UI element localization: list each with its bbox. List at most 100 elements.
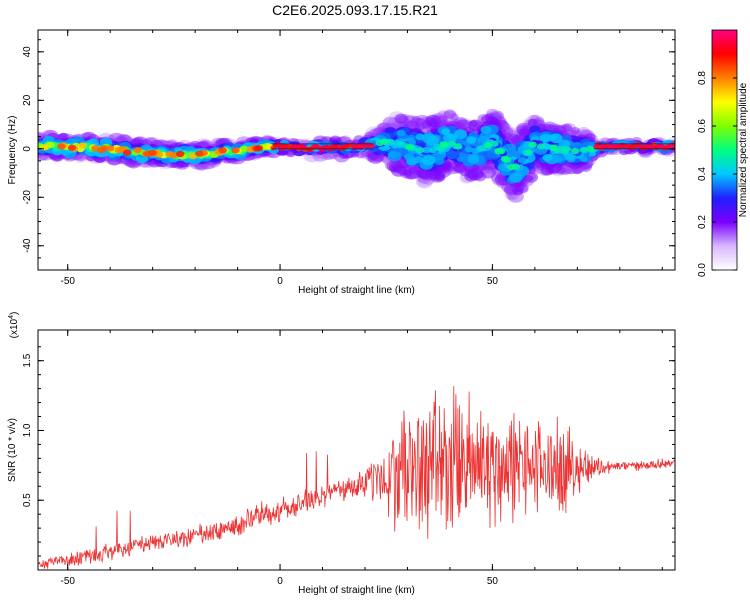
y-tick-label: 1.0 [22,423,33,437]
y-tick-label: 0.5 [22,493,33,507]
heatmap-cell [357,145,364,151]
heatmap-cell [494,148,503,155]
heatmap-cell [78,142,87,149]
heatmap-cell [549,144,559,151]
heatmap-cell [464,171,479,182]
colorbar-label: Normalized spectral amplitude [738,82,749,217]
heatmap-cell [480,125,492,135]
heatmap-cell [310,144,318,150]
heatmap-cell [539,133,552,143]
y-scale-factor: (x104) [8,312,20,339]
colorbar [712,30,737,270]
heatmap-cell [443,109,456,119]
heatmap-cell [439,141,448,148]
x-tick-label: 0 [277,576,283,587]
heatmap-cell [537,143,546,150]
y-axis-label: SNR (10 * v/v) [7,418,18,482]
heatmap-cell [386,138,395,145]
heatmap-cell [254,145,263,152]
heatmap-cell [317,145,324,151]
heatmap-cell [176,150,185,158]
heatmap-cell [659,144,666,150]
heatmap-cell [363,142,371,148]
heatmap-cell [490,140,499,147]
heatmap-cell [306,147,313,152]
heatmap-cell [570,127,580,135]
heatmap-cell [123,149,132,156]
heatmap-cell [593,144,600,150]
heatmap-cell [402,169,413,177]
heatmap-cell [637,144,645,150]
y-tick-label: 40 [22,46,33,58]
colorbar-tick-label: 0.4 [697,167,708,181]
heatmap-cell [91,145,100,152]
x-axis-label: Height of straight line (km) [298,285,415,296]
heatmap-cell [67,144,77,151]
heatmap-cell [542,154,553,162]
heatmap-cell [509,172,523,183]
heatmap-cell [396,140,406,148]
y-tick-label: 0 [22,146,33,152]
x-tick-label: 50 [487,276,499,287]
heatmap-cell [446,150,458,160]
heatmap-cell [483,142,493,149]
chart-title: C2E6.2025.093.17.15.R21 [272,2,438,18]
heatmap-cell [387,151,398,159]
heatmap-cell [416,147,425,154]
heatmap-cell [620,144,628,150]
colorbar-tick-label: 0.2 [697,215,708,229]
heatmap-cell [477,145,486,152]
heatmap-cell [40,144,49,151]
heatmap-cell [512,187,524,196]
heatmap-cell [456,156,465,163]
y-tick-label: -20 [22,190,33,205]
heatmap-cell [231,147,240,154]
x-tick-label: 50 [487,576,499,587]
heatmap-cell [396,129,406,137]
y-axis-label: Frequency (Hz) [7,116,18,185]
heatmap-cell [549,133,563,144]
heatmap-cell [464,146,474,153]
heatmap-cell [325,145,333,151]
heatmap-cell [441,128,451,136]
heatmap-cell [406,157,418,166]
heatmap-cell [466,136,477,144]
heatmap-cell [195,150,204,157]
y-scale-suffix: ) [9,312,20,315]
heatmap-cell [336,144,343,150]
snr-frame [37,329,676,571]
x-tick-label: -50 [61,276,76,287]
heatmap-cell [434,172,445,181]
heatmap-cell [562,146,571,153]
x-tick-label: 0 [277,276,283,287]
heatmap-cell [415,133,425,141]
heatmap-cell [524,149,533,156]
y-scale-exponent: 4 [8,315,15,319]
snr-line [38,386,675,569]
ridge-lines [271,143,675,150]
heatmap-cell [281,144,288,149]
heatmap-cell [394,113,408,124]
heatmap-cell [518,128,530,138]
heatmap-cell [58,132,69,141]
colorbar-frame [711,29,738,271]
colorbar-tick-label: 0.6 [697,119,708,133]
heatmap-cell [523,175,534,182]
heatmap-cell [188,153,198,160]
heatmap-cell [97,147,106,154]
heatmap-cell [588,151,597,157]
heatmap-cell [46,141,55,148]
heatmap-cell [169,152,179,159]
heatmap-cell [454,143,463,150]
heatmap-cell [133,147,142,154]
colorbar-tick-label: 0.8 [697,71,708,85]
heatmap-cell [507,163,516,171]
heatmap-cell [500,155,510,163]
colorbar-tick-label: 0.0 [697,263,708,277]
heatmap-cell [467,155,480,164]
spectrogram-frame [37,29,676,271]
y-tick-label: 20 [22,94,33,106]
heatmap-cell [421,155,436,166]
heatmap-cell [218,147,227,154]
